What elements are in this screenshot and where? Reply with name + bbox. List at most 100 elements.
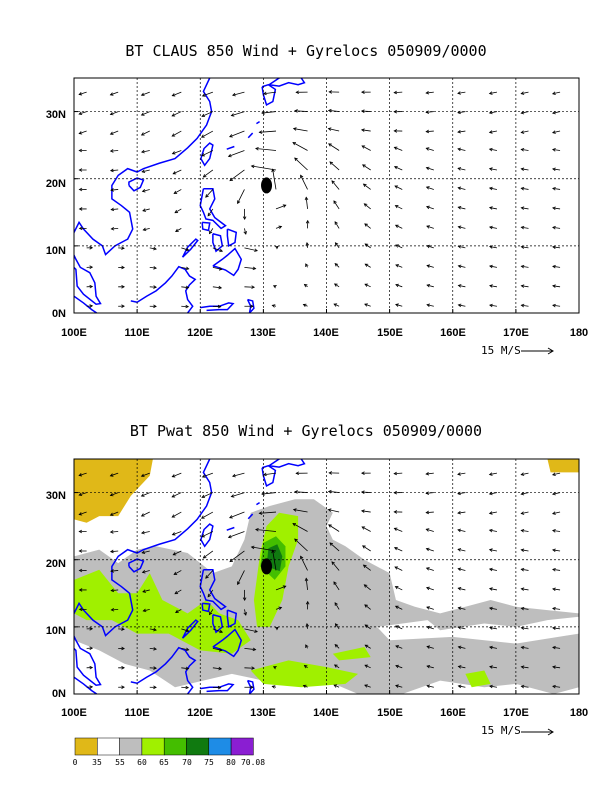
- wind-vector: [201, 111, 214, 117]
- wind-vector: [395, 264, 403, 268]
- wind-vector-head: [185, 628, 190, 633]
- wind-vector-head: [282, 585, 287, 589]
- wind-vector: [203, 550, 214, 559]
- p1-scale-label: 15 M/S: [481, 344, 521, 357]
- wind-vector: [79, 511, 87, 516]
- p1-coastline: [74, 295, 98, 313]
- wind-vector: [364, 684, 371, 688]
- p1-xlabel-140e: 140E: [313, 327, 339, 339]
- wind-vector-head: [426, 303, 431, 308]
- wind-vector-head: [229, 177, 234, 182]
- wind-vector-head: [89, 665, 94, 670]
- wind-vector-head: [333, 283, 338, 287]
- p1-coastline: [268, 78, 306, 87]
- p1-ylabel-10n: 10N: [45, 245, 66, 257]
- wind-vector-head: [425, 528, 430, 532]
- wind-vector-head: [258, 130, 263, 134]
- wind-vector: [489, 607, 498, 610]
- wind-vector-head: [153, 666, 157, 670]
- wind-vector-head: [185, 247, 190, 252]
- wind-vector-head: [488, 491, 493, 496]
- wind-vector-head: [237, 581, 241, 586]
- wind-vector-head: [457, 684, 462, 689]
- wind-vector-head: [303, 283, 308, 288]
- wind-vector: [261, 492, 277, 495]
- colorbar-tick-1: 35: [92, 758, 102, 767]
- wind-vector: [552, 130, 561, 134]
- wind-vector-head: [520, 645, 525, 650]
- wind-vector: [489, 111, 498, 114]
- wind-vector-head: [425, 110, 430, 114]
- wind-vector-head: [552, 110, 556, 115]
- wind-vector: [361, 110, 371, 112]
- wind-vector-head: [232, 92, 236, 97]
- wind-vector-head: [426, 625, 431, 630]
- wind-vector-head: [552, 472, 556, 476]
- yellow-region-ne: [547, 459, 579, 473]
- wind-vector: [111, 609, 119, 611]
- wind-vector: [363, 183, 371, 190]
- wind-vector-head: [457, 548, 462, 552]
- wind-vector-head: [121, 646, 125, 651]
- wind-vector-head: [121, 265, 125, 270]
- wind-vector: [328, 128, 340, 132]
- wind-vector-head: [426, 645, 431, 649]
- wind-vector-head: [552, 606, 556, 611]
- wind-vector-head: [333, 664, 338, 668]
- wind-vector-head: [255, 146, 259, 151]
- wind-vector-head: [488, 167, 493, 171]
- wind-vector: [207, 589, 214, 598]
- wind-vector: [489, 529, 498, 532]
- colorbar-tick-2: 55: [115, 758, 125, 767]
- wind-vector: [489, 685, 498, 688]
- wind-vector-head: [208, 230, 213, 235]
- wind-vector-head: [362, 183, 367, 188]
- wind-vector-head: [328, 143, 332, 147]
- wind-vector-head: [305, 644, 309, 648]
- wind-vector: [489, 246, 498, 249]
- p1-xlabel-170e: 170E: [503, 327, 529, 339]
- wind-vector: [171, 492, 182, 498]
- wind-vector: [552, 627, 561, 630]
- wind-vector-head: [78, 207, 83, 211]
- wind-vector-head: [488, 225, 493, 230]
- p2-scale-label: 15 M/S: [481, 724, 521, 737]
- wind-vector: [261, 111, 277, 114]
- wind-vector-head: [271, 304, 276, 308]
- wind-vector-head: [110, 188, 114, 192]
- p2-coastline: [181, 619, 199, 639]
- wind-vector-head: [395, 684, 399, 688]
- wind-vector-head: [305, 263, 309, 267]
- wind-vector: [328, 143, 340, 151]
- colorbar-swatch: [141, 737, 165, 756]
- wind-vector-head: [78, 529, 83, 534]
- wind-vector-head: [426, 283, 431, 288]
- wind-vector: [458, 665, 466, 669]
- wind-vector: [306, 242, 308, 248]
- wind-vector: [361, 129, 371, 132]
- wind-vector: [362, 164, 371, 171]
- wind-vector-head: [172, 171, 177, 175]
- wind-vector: [552, 246, 561, 249]
- wind-vector-head: [334, 643, 339, 648]
- wind-vector: [395, 605, 403, 610]
- wind-vector-head: [552, 587, 556, 591]
- wind-vector-head: [294, 490, 298, 494]
- p1-xlabel-120e: 120E: [187, 327, 213, 339]
- wind-vector-head: [200, 515, 205, 519]
- wind-vector: [255, 529, 277, 532]
- p2-map: [73, 458, 580, 736]
- p1-xlabel-110e: 110E: [124, 327, 150, 339]
- wind-vector: [141, 91, 150, 96]
- yellow-region-nw: [74, 459, 153, 523]
- wind-vector-head: [552, 245, 556, 249]
- p1-xlabel-160e: 160E: [440, 327, 466, 339]
- wind-vector: [142, 550, 150, 554]
- wind-vector: [292, 142, 308, 151]
- wind-vector: [426, 91, 434, 94]
- wind-vector-head: [489, 665, 493, 669]
- wind-vector: [205, 570, 214, 579]
- wind-vector: [335, 242, 340, 249]
- wind-vector-head: [121, 627, 125, 631]
- wind-vector: [171, 511, 182, 518]
